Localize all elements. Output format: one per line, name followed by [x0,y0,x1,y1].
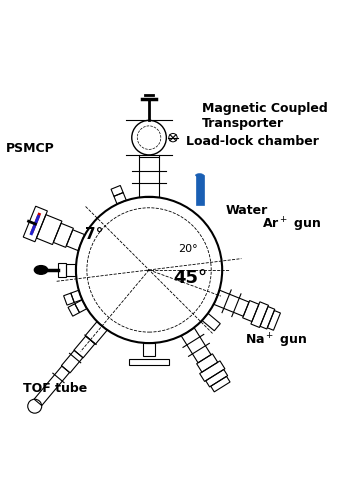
Text: 7°: 7° [85,226,103,242]
Text: 45°: 45° [173,270,208,287]
Text: TOF tube: TOF tube [23,382,87,396]
Text: Water: Water [225,204,268,218]
Bar [196,175,204,205]
Ellipse shape [34,266,48,274]
Text: 20°: 20° [178,244,198,254]
Text: Ar$^+$ gun: Ar$^+$ gun [262,216,321,234]
Ellipse shape [196,174,204,176]
Text: PSMCP: PSMCP [6,142,55,155]
Text: Load-lock chamber: Load-lock chamber [185,136,319,148]
Text: Na$^+$ gun: Na$^+$ gun [245,332,308,349]
Bar [129,358,169,366]
Text: Magnetic Coupled
Transporter: Magnetic Coupled Transporter [202,102,328,130]
